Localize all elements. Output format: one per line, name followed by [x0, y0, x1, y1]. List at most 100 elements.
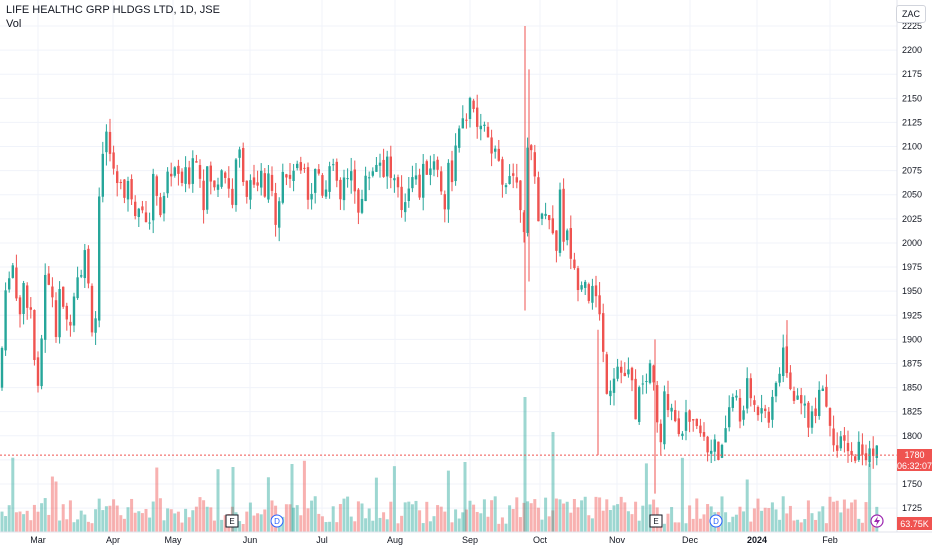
volume-bar — [551, 432, 555, 532]
candle-body — [54, 300, 58, 337]
volume-bar — [828, 496, 832, 532]
candle-body — [51, 286, 54, 298]
volume-bar — [608, 510, 612, 532]
candle-body — [846, 442, 850, 452]
volume-bar — [583, 496, 587, 532]
volume-bar — [72, 522, 76, 532]
candle-body — [810, 411, 814, 428]
volume-bar — [335, 522, 339, 532]
time-tick-label: Dec — [682, 535, 699, 545]
volume-bar — [410, 504, 414, 532]
volume-bar — [29, 520, 33, 532]
candle-body — [389, 156, 392, 178]
candle-body — [663, 391, 666, 445]
candle-body — [702, 432, 706, 437]
candle-body — [584, 281, 587, 288]
candle-body — [796, 395, 799, 400]
volume-bar — [864, 502, 868, 532]
volume-bar — [252, 515, 256, 532]
volume-bar — [68, 500, 72, 532]
candle-body — [710, 450, 713, 454]
volume-bar — [731, 516, 735, 532]
candle-body — [724, 428, 727, 443]
candle-body — [296, 163, 299, 169]
candle-body — [756, 406, 760, 416]
candle-body — [742, 410, 745, 420]
volume-bar — [205, 506, 209, 532]
candle-body — [404, 202, 407, 213]
volume-bar — [720, 496, 724, 532]
volume-bar — [738, 506, 742, 532]
candle-body — [458, 128, 461, 148]
candle-body — [735, 395, 738, 398]
candle-body — [692, 419, 695, 421]
candle-body — [177, 165, 180, 174]
volume-bar — [97, 498, 101, 532]
candle-body — [623, 372, 626, 377]
lightning-icon[interactable] — [870, 514, 884, 528]
volume-bar — [778, 519, 782, 532]
candle-body — [332, 164, 335, 166]
candle-body — [112, 152, 115, 169]
price-tick-label: 1800 — [902, 431, 922, 441]
volume-bar — [425, 501, 429, 532]
candle-body — [717, 441, 720, 460]
candle-body — [353, 169, 356, 192]
volume-bar — [554, 498, 558, 532]
volume-bar — [148, 517, 152, 532]
candle-body — [530, 145, 533, 151]
candle-body — [850, 450, 853, 455]
price-tick-label: 1975 — [902, 262, 922, 272]
currency-button[interactable]: ZAC — [896, 5, 926, 23]
symbol-title: LIFE HEALTHC GRP HLDGS LTD, 1D, JSE — [6, 4, 220, 16]
volume-bar — [396, 523, 400, 532]
volume-bar — [414, 500, 418, 532]
candle-body — [764, 408, 767, 411]
candle-body — [285, 174, 288, 178]
candle-body — [72, 296, 76, 326]
volume-bar — [94, 509, 98, 532]
volume-bar — [90, 523, 94, 532]
candle-body — [497, 148, 500, 161]
candle-body — [436, 159, 439, 170]
candle-body — [4, 290, 7, 351]
price-tick-label: 1750 — [902, 479, 922, 489]
volume-bar — [290, 464, 294, 532]
candle-body — [821, 388, 824, 391]
candle-body — [760, 408, 763, 414]
volume-bar — [266, 477, 270, 532]
volume-bar — [691, 518, 695, 532]
candle-body — [393, 178, 396, 181]
time-tick-label: Oct — [533, 535, 548, 545]
candle-body — [58, 289, 61, 338]
volume-bar — [421, 523, 425, 532]
volume-bar — [868, 463, 872, 532]
volume-bar — [212, 520, 216, 532]
candle-body — [555, 230, 558, 251]
candle-body — [522, 212, 526, 233]
volume-value-label: 63.75K — [897, 517, 932, 530]
volume-bar — [853, 499, 857, 532]
candle-body — [418, 174, 421, 198]
candle-body — [36, 357, 40, 386]
candle-body — [8, 278, 11, 290]
volume-bar — [126, 507, 130, 532]
candle-body — [328, 166, 331, 192]
volume-bar — [256, 513, 260, 532]
candle-body — [270, 174, 274, 191]
volume-bar — [209, 507, 213, 532]
candle-body — [731, 397, 734, 408]
earnings-marker — [649, 514, 663, 528]
volume-bar — [634, 501, 638, 532]
candle-body — [90, 285, 94, 333]
volume-bars — [0, 397, 879, 532]
candle-body — [40, 338, 43, 387]
price-tick-label: 2000 — [902, 238, 922, 248]
countdown-label: 06:32:07 — [896, 460, 932, 472]
candle-body — [209, 165, 212, 182]
volume-bar — [644, 463, 648, 532]
volume-bar — [684, 523, 688, 532]
time-tick-label: Apr — [106, 535, 120, 545]
candle-body — [11, 265, 14, 278]
